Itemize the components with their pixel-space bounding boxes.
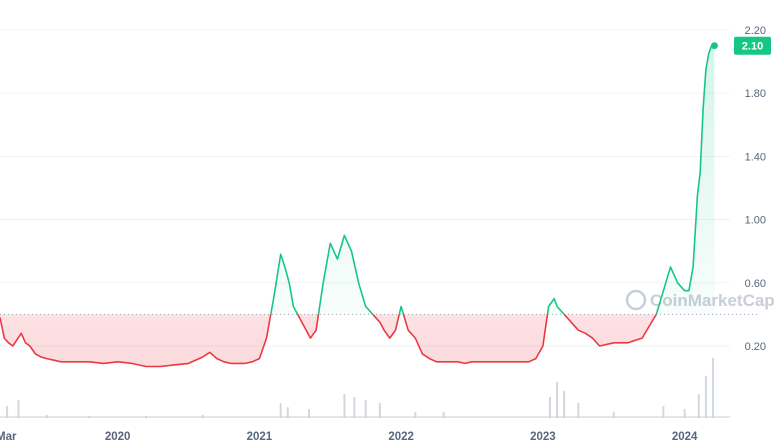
x-tick-label: 2020 xyxy=(105,431,131,443)
y-axis-ticks: 0.20 0.60 1.00 1.40 1.80 2.20 xyxy=(745,25,766,353)
y-tick-label: 1.00 xyxy=(745,215,766,227)
area-fill-up xyxy=(270,45,715,315)
volume-bar xyxy=(683,409,686,418)
last-price-badge xyxy=(734,36,771,55)
price-area-fill xyxy=(0,45,715,367)
volume-bar xyxy=(343,394,346,418)
x-tick-label: 2024 xyxy=(672,431,698,443)
x-tick-label: 2021 xyxy=(247,431,273,443)
volume-bar xyxy=(279,403,282,418)
last-price-dot xyxy=(710,42,718,50)
x-tick-label: 2023 xyxy=(530,431,556,443)
volume-bar xyxy=(378,403,381,418)
x-tick-label: Mar xyxy=(0,431,17,443)
volume-baseline xyxy=(0,416,730,418)
volume-bar xyxy=(353,397,356,418)
volume-bar xyxy=(6,406,9,418)
volume-bar xyxy=(548,397,551,418)
price-line xyxy=(0,44,715,368)
watermark-logo-icon xyxy=(625,289,647,311)
y-tick-label: 0.60 xyxy=(745,278,766,290)
volume-bar xyxy=(711,358,714,418)
volume-bar xyxy=(612,412,615,418)
volume-bars xyxy=(0,358,730,418)
y-tick-label: 2.20 xyxy=(745,25,766,37)
y-tick-label: 0.20 xyxy=(745,341,766,353)
volume-bar xyxy=(577,403,580,418)
last-price-label: 2.10 xyxy=(742,41,763,53)
price-line-up xyxy=(269,44,715,315)
volume-bar xyxy=(704,376,707,418)
area-fill-down xyxy=(0,314,715,367)
x-axis-ticks: Mar 2020 2021 2022 2023 2024 xyxy=(0,431,698,443)
volume-bar xyxy=(697,394,700,418)
volume-bar xyxy=(563,391,566,418)
volume-bar xyxy=(286,407,289,418)
volume-bar xyxy=(442,412,445,418)
volume-bar xyxy=(414,412,417,418)
volume-bar xyxy=(556,382,559,418)
last-price-marker: 2.10 xyxy=(710,36,771,55)
volume-bar xyxy=(364,400,367,418)
volume-bar xyxy=(17,400,20,418)
y-tick-label: 1.80 xyxy=(745,88,766,100)
volume-bar xyxy=(308,409,311,418)
price-line-down xyxy=(0,314,658,368)
volume-bar xyxy=(662,406,665,418)
y-tick-label: 1.40 xyxy=(745,151,766,163)
grid-lines xyxy=(0,29,730,347)
x-tick-label: 2022 xyxy=(388,431,414,443)
